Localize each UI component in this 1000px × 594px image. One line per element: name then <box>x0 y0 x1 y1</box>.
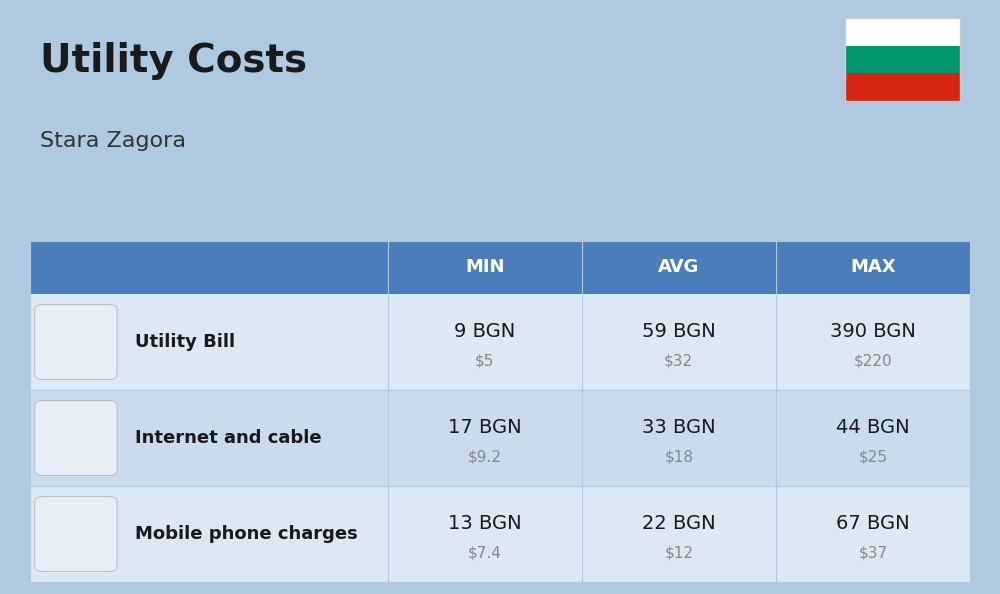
FancyBboxPatch shape <box>35 305 117 380</box>
Text: $32: $32 <box>664 354 693 369</box>
Text: 22 BGN: 22 BGN <box>642 514 716 533</box>
FancyBboxPatch shape <box>30 390 970 486</box>
FancyBboxPatch shape <box>845 46 960 73</box>
Text: $12: $12 <box>664 546 693 561</box>
Text: 44 BGN: 44 BGN <box>836 418 910 437</box>
Text: MIN: MIN <box>465 258 504 276</box>
Text: Stara Zagora: Stara Zagora <box>40 131 186 151</box>
Text: $7.4: $7.4 <box>468 546 502 561</box>
Text: $9.2: $9.2 <box>468 450 502 465</box>
FancyBboxPatch shape <box>35 401 117 475</box>
Text: $5: $5 <box>475 354 494 369</box>
FancyBboxPatch shape <box>845 73 960 101</box>
Text: Utility Costs: Utility Costs <box>40 42 307 80</box>
Text: 59 BGN: 59 BGN <box>642 322 716 341</box>
FancyBboxPatch shape <box>30 294 970 390</box>
Text: MAX: MAX <box>850 258 896 276</box>
FancyBboxPatch shape <box>30 486 970 582</box>
FancyBboxPatch shape <box>845 18 960 46</box>
FancyBboxPatch shape <box>30 241 970 294</box>
Text: $18: $18 <box>664 450 693 465</box>
FancyBboxPatch shape <box>35 497 117 571</box>
Text: 13 BGN: 13 BGN <box>448 514 521 533</box>
Text: Internet and cable: Internet and cable <box>135 429 322 447</box>
Text: 9 BGN: 9 BGN <box>454 322 515 341</box>
Text: 390 BGN: 390 BGN <box>830 322 916 341</box>
Text: $37: $37 <box>858 546 887 561</box>
Text: AVG: AVG <box>658 258 699 276</box>
Text: $220: $220 <box>854 354 892 369</box>
Text: 33 BGN: 33 BGN <box>642 418 716 437</box>
Text: Mobile phone charges: Mobile phone charges <box>135 525 358 543</box>
Text: $25: $25 <box>858 450 887 465</box>
Text: 17 BGN: 17 BGN <box>448 418 521 437</box>
Text: 67 BGN: 67 BGN <box>836 514 910 533</box>
Text: Utility Bill: Utility Bill <box>135 333 235 351</box>
